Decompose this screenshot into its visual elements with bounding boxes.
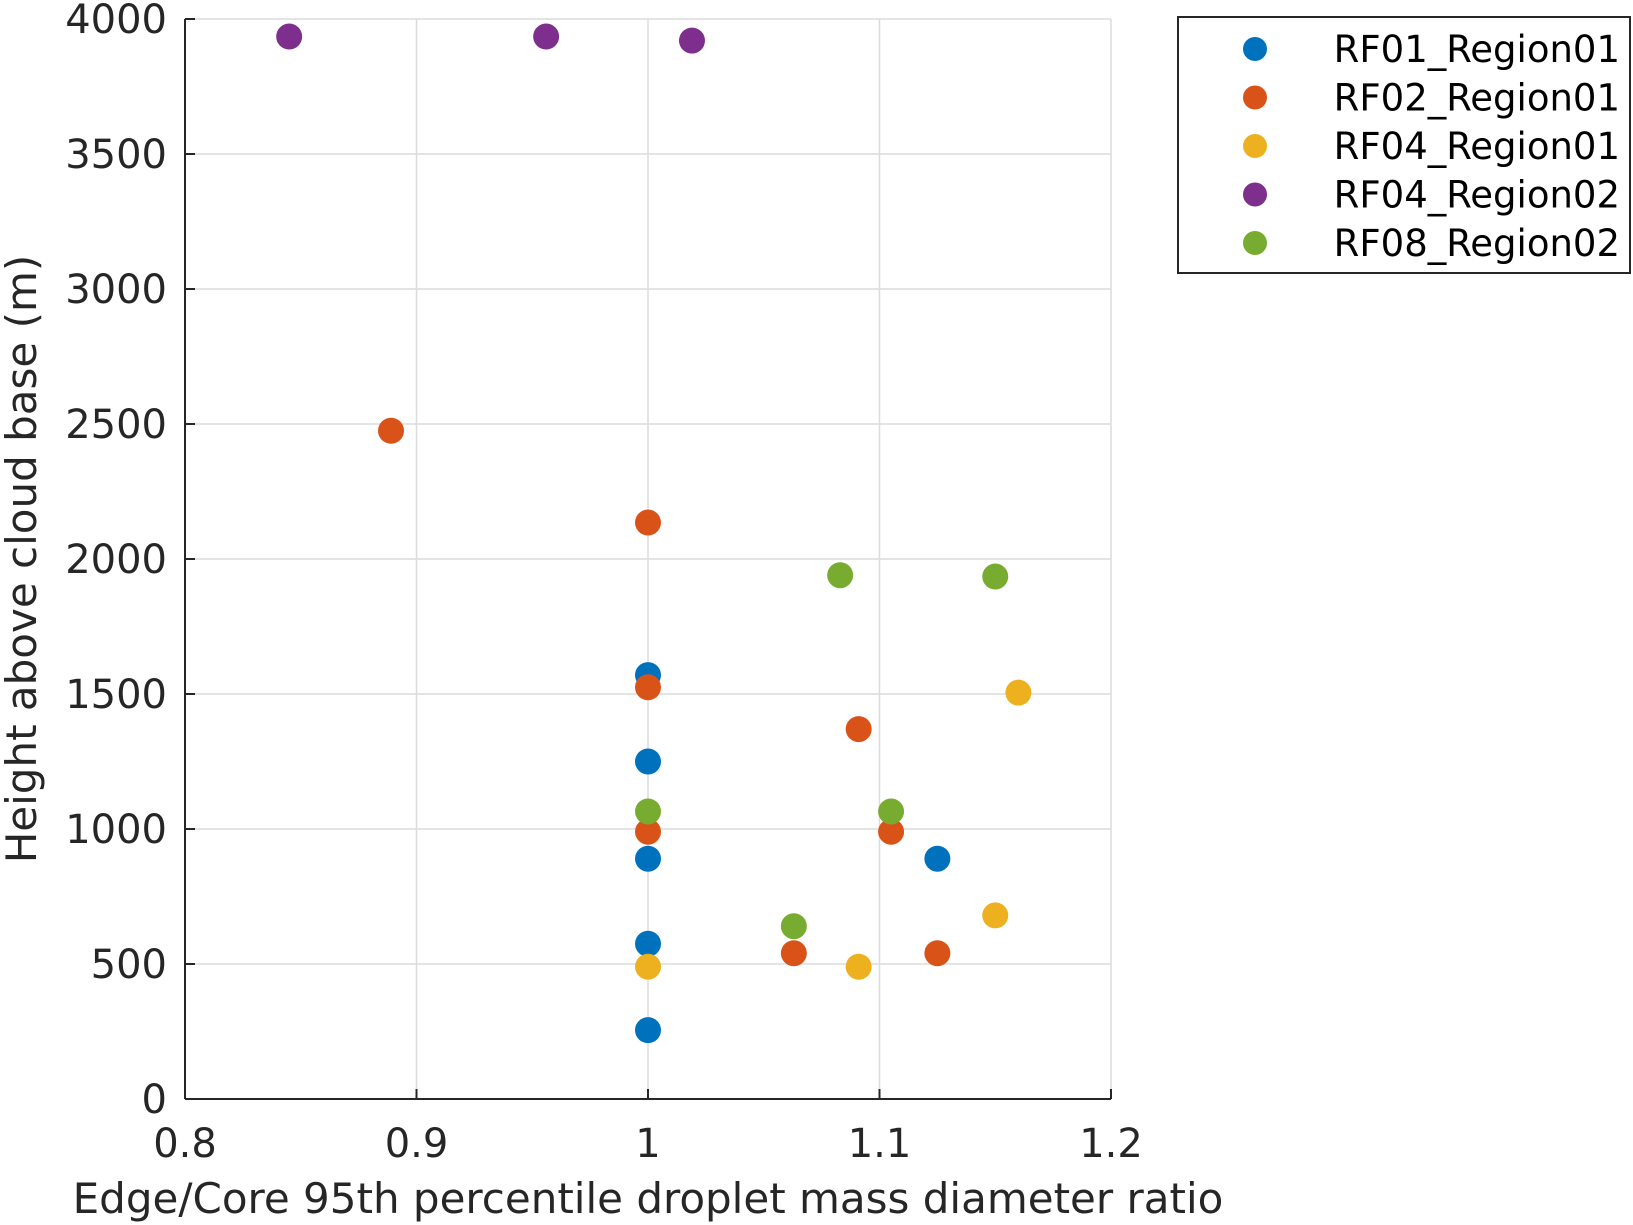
tick-labels: 0.8 0.9 1 1.1 1.2 0 500 1000 1500 2000 2500 3000 350…	[65, 0, 1143, 1167]
data-point	[982, 902, 1009, 929]
data-point	[635, 930, 661, 957]
data-point	[827, 562, 854, 589]
y-tick-label: 2500	[65, 402, 167, 448]
legend-label: RF04_Region01	[1334, 125, 1620, 168]
legend-label: RF08_Region02	[1334, 222, 1620, 265]
legend-marker	[1243, 182, 1267, 207]
y-tick-label: 4000	[65, 0, 167, 43]
x-tick-label: 0.9	[385, 1121, 449, 1167]
data-point	[878, 818, 905, 845]
data-point	[878, 798, 905, 825]
y-tick-label: 1500	[65, 672, 167, 718]
x-tick-label: 1.2	[1079, 1121, 1143, 1167]
x-tick-label: 1	[635, 1121, 660, 1167]
x-tick-label: 1.1	[848, 1121, 912, 1167]
data-point	[378, 417, 405, 444]
data-point	[635, 748, 661, 775]
data-point	[635, 509, 661, 536]
grid	[184, 18, 1112, 1100]
legend-marker	[1243, 37, 1267, 61]
data-point	[780, 913, 807, 940]
data-point	[1005, 679, 1032, 706]
y-tick-label: 2000	[65, 537, 167, 583]
data-point	[533, 23, 560, 50]
data-point	[635, 798, 661, 825]
data-point	[635, 1017, 661, 1044]
data-point	[635, 674, 661, 701]
data-point	[845, 953, 872, 980]
data-point	[780, 940, 807, 967]
data-point	[845, 716, 872, 743]
y-tick-label: 1000	[65, 807, 167, 853]
data-point	[924, 845, 951, 872]
x-tick-label: 0.8	[153, 1121, 217, 1167]
y-tick-label: 0	[142, 1077, 167, 1123]
data-point	[635, 953, 661, 980]
legend-label: RF01_Region01	[1334, 28, 1620, 71]
data-point	[635, 818, 661, 845]
axes	[184, 18, 1112, 1100]
legend-label: RF02_Region01	[1334, 77, 1620, 120]
y-tick-label: 3000	[65, 267, 167, 313]
data-point	[982, 563, 1009, 590]
legend: RF01_Region01 RF02_Region01 RF04_Region01 R…	[1177, 16, 1631, 274]
data-point	[678, 27, 705, 54]
legend-marker	[1243, 85, 1267, 110]
legend-marker	[1243, 134, 1267, 158]
data-point	[635, 845, 661, 872]
y-tick-label: 500	[91, 942, 167, 988]
y-tick-label: 3500	[65, 132, 167, 178]
x-axis-label: Edge/Core 95th percentile droplet mass d…	[73, 1174, 1224, 1223]
data-point	[276, 23, 303, 50]
y-axis-label: Height above cloud base (m)	[0, 255, 46, 864]
data-points	[276, 23, 1032, 1044]
legend-label: RF04_Region02	[1334, 174, 1620, 217]
data-point	[924, 940, 951, 967]
legend-marker	[1243, 231, 1267, 255]
